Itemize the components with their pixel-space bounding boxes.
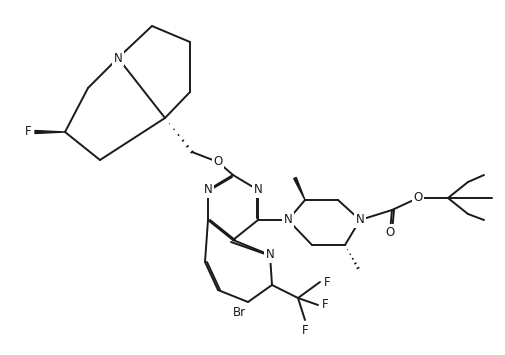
Text: N: N bbox=[355, 213, 364, 226]
Polygon shape bbox=[35, 131, 65, 133]
Text: N: N bbox=[114, 51, 122, 65]
Text: O: O bbox=[413, 191, 422, 204]
Text: F: F bbox=[25, 126, 32, 138]
Text: N: N bbox=[203, 184, 212, 197]
Polygon shape bbox=[293, 178, 305, 200]
Text: F: F bbox=[301, 323, 308, 337]
Text: N: N bbox=[265, 248, 274, 262]
Text: F: F bbox=[321, 299, 328, 311]
Text: N: N bbox=[253, 184, 262, 197]
Text: N: N bbox=[283, 213, 292, 226]
Text: F: F bbox=[323, 275, 330, 289]
Text: Br: Br bbox=[232, 306, 245, 318]
Text: O: O bbox=[385, 225, 394, 239]
Text: O: O bbox=[213, 155, 222, 169]
